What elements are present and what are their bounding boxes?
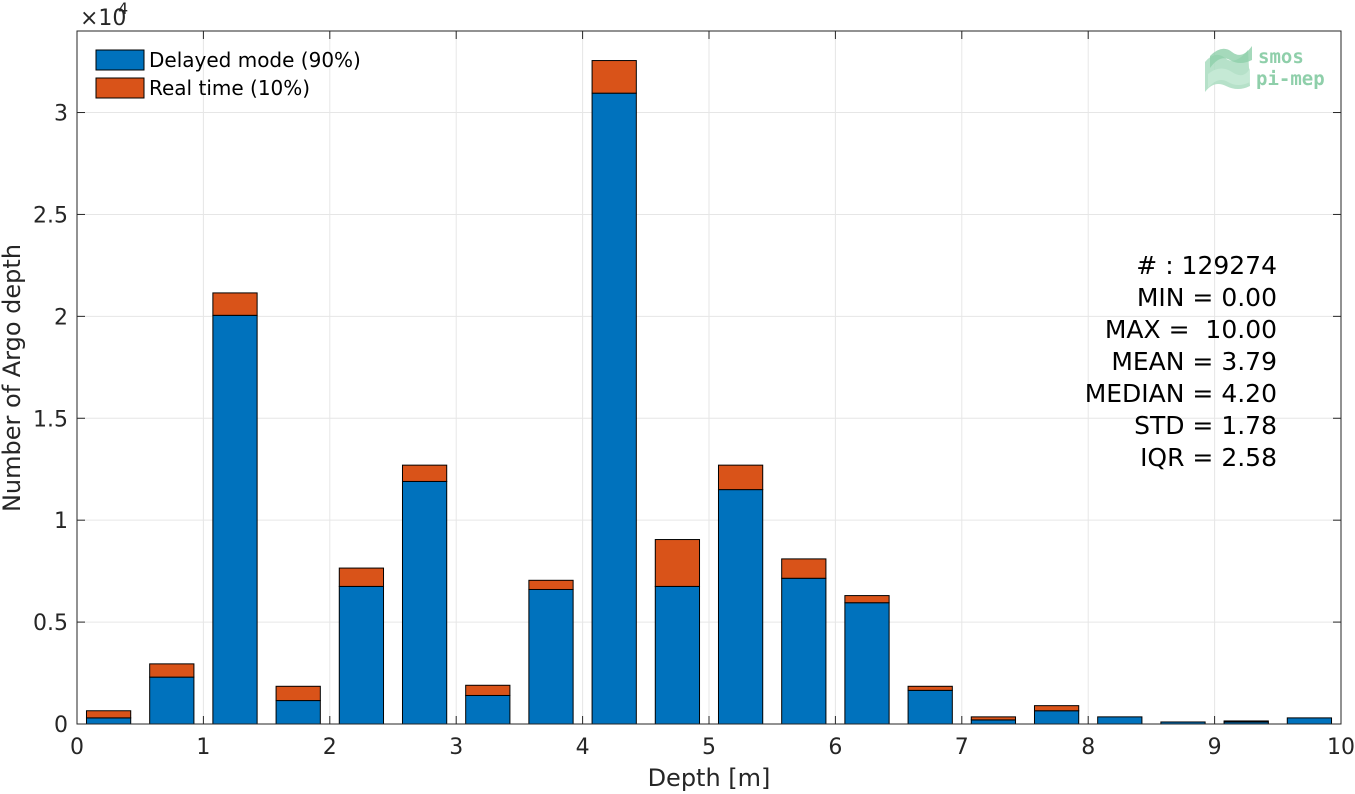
smos-pimep-logo: smos pi-mep [1205, 46, 1325, 92]
stat-mean: MEAN = 3.79 [1111, 347, 1277, 376]
x-tick-label-7: 7 [955, 735, 969, 760]
bar-realtime-5 [401, 464, 448, 482]
bar-delayed-6 [465, 694, 511, 725]
bar-delayed-2 [212, 314, 258, 725]
stat-iqr: IQR = 2.58 [1140, 443, 1277, 472]
bars [85, 60, 1333, 725]
bar-delayed-15 [1033, 710, 1080, 725]
bar-realtime-10 [717, 464, 764, 491]
stat-count: # : 129274 [1136, 251, 1277, 280]
x-tick-label-2: 2 [323, 735, 337, 760]
bar-delayed-13 [907, 689, 953, 725]
bar-delayed-8 [591, 92, 637, 725]
bar-realtime-6 [465, 684, 511, 696]
logo-text-smos: smos [1258, 46, 1304, 68]
x-tick-label-3: 3 [449, 735, 463, 760]
legend: Delayed mode (90%) Real time (10%) [95, 48, 361, 100]
x-tick-label-9: 9 [1208, 735, 1222, 760]
logo-text-pimep: pi-mep [1256, 68, 1325, 90]
bar-realtime-13 [907, 685, 953, 691]
bar-delayed-5 [401, 480, 448, 725]
y-exponent: ×10 4 [80, 0, 128, 31]
bar-delayed-0 [85, 717, 132, 725]
y-tick-label-4: 2 [54, 305, 68, 330]
bar-delayed-3 [275, 700, 321, 725]
bar-delayed-12 [844, 602, 890, 725]
bar-realtime-18 [1223, 720, 1269, 723]
legend-swatch-delayed [95, 49, 145, 71]
bar-realtime-8 [591, 60, 637, 94]
bar-realtime-3 [275, 685, 321, 702]
x-axis-ticks: 0 1 2 3 4 5 6 7 8 9 10 [70, 31, 1355, 760]
bar-realtime-15 [1033, 705, 1080, 712]
x-tick-label-1: 1 [196, 735, 210, 760]
bar-realtime-4 [338, 567, 385, 587]
y-exponent-power: 4 [118, 0, 128, 18]
bar-realtime-7 [528, 579, 574, 590]
stat-min: MIN = 0.00 [1137, 283, 1277, 312]
x-tick-label-8: 8 [1081, 735, 1095, 760]
logo-wave-icon [1205, 46, 1252, 92]
y-exponent-base: ×10 [80, 6, 126, 31]
bar-delayed-9 [654, 585, 701, 725]
legend-swatch-realtime [95, 77, 145, 99]
stats-annotation: # : 129274 MIN = 0.00 MAX = 10.00 MEAN =… [1085, 251, 1277, 472]
x-tick-label-5: 5 [702, 735, 716, 760]
y-tick-label-6: 3 [54, 102, 68, 127]
bar-delayed-1 [149, 676, 195, 725]
y-tick-label-3: 1.5 [33, 407, 68, 432]
bar-realtime-9 [654, 539, 701, 587]
legend-label-realtime: Real time (10%) [149, 76, 310, 100]
bar-delayed-10 [717, 489, 764, 725]
bar-delayed-4 [338, 585, 385, 725]
bar-realtime-0 [85, 710, 132, 719]
bar-delayed-11 [781, 577, 827, 725]
y-tick-label-5: 2.5 [33, 203, 68, 228]
bar-realtime-11 [781, 558, 827, 579]
y-tick-label-1: 0.5 [33, 611, 68, 636]
bar-realtime-1 [149, 663, 195, 678]
stat-max: MAX = 10.00 [1105, 315, 1277, 344]
stat-median: MEDIAN = 4.20 [1085, 379, 1277, 408]
y-tick-label-0: 0 [54, 713, 68, 738]
y-tick-label-2: 1 [54, 509, 68, 534]
x-axis-label: Depth [m] [648, 764, 771, 792]
bar-delayed-16 [1097, 716, 1143, 725]
bar-realtime-12 [844, 595, 890, 604]
x-tick-label-10: 10 [1327, 735, 1355, 760]
x-tick-label-6: 6 [828, 735, 842, 760]
bar-realtime-2 [212, 292, 258, 316]
y-axis-label: Number of Argo depth [0, 244, 26, 512]
bar-delayed-14 [970, 719, 1017, 725]
bar-delayed-7 [528, 588, 574, 725]
x-tick-label-0: 0 [70, 735, 84, 760]
stat-std: STD = 1.78 [1134, 411, 1277, 440]
bar-realtime-14 [970, 716, 1017, 721]
x-tick-label-4: 4 [576, 735, 590, 760]
bar-delayed-19 [1286, 717, 1333, 725]
y-axis-ticks: 0 0.5 1 1.5 2 2.5 3 [33, 102, 1341, 738]
legend-label-delayed: Delayed mode (90%) [149, 48, 361, 72]
